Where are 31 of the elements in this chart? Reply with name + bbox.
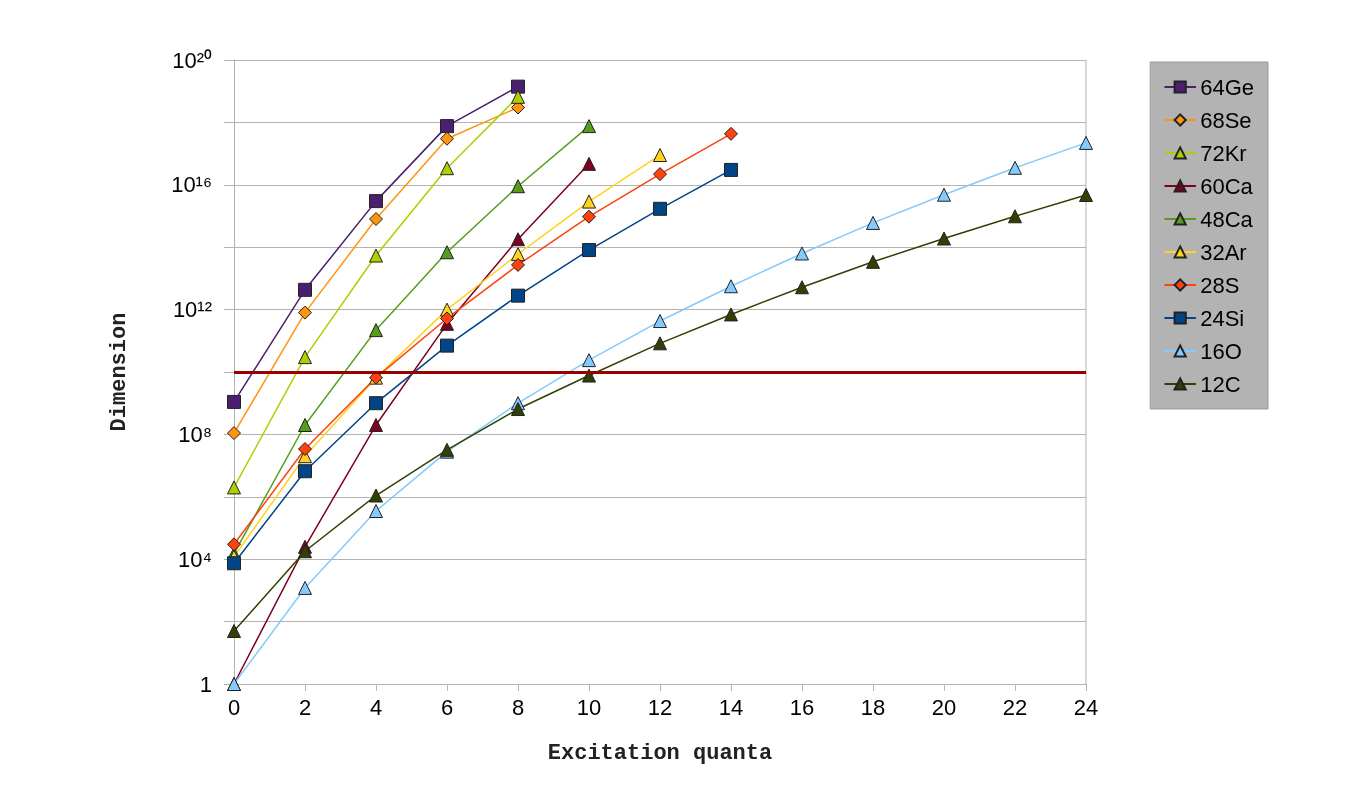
legend-label: 32Ar [1200,239,1247,265]
x-tick-label: 4 [369,694,383,720]
x-tick-label: 20 [931,694,957,720]
x-tick-label: 18 [860,694,886,720]
legend-label: 60Ca [1200,173,1254,199]
legend-label: 68Se [1200,107,1252,133]
x-tick-label: 2 [298,694,312,720]
x-tick-label: 22 [1002,694,1028,720]
y-axis-title: Dimension [106,312,132,432]
x-tick-label: 6 [440,694,454,720]
legend-label: 16O [1200,338,1242,364]
y-tick-label: 10⁸ [178,421,212,447]
y-tick-label: 10¹² [172,297,212,323]
y-tick-label: 10⁴ [178,546,212,572]
x-tick-label: 0 [227,694,241,720]
x-tick-label: 16 [789,694,815,720]
legend-label: 28S [1200,272,1240,298]
x-axis-title: Excitation quanta [547,740,773,766]
y-tick-label: 1 [199,671,212,697]
legend-label: 24Si [1200,305,1245,331]
legend-label: 12C [1200,371,1241,397]
legend-label: 48Ca [1200,206,1254,232]
y-tick-label: 10²⁰ [172,47,212,73]
y-tick-label: 10¹⁶ [171,172,212,198]
x-tick-label: 24 [1073,694,1099,720]
legend-label: 72Kr [1200,140,1247,166]
legend-label: 64Ge [1200,74,1255,100]
x-tick-label: 10 [576,694,602,720]
x-tick-label: 12 [647,694,673,720]
x-tick-label: 14 [718,694,744,720]
x-tick-label: 8 [511,694,525,720]
